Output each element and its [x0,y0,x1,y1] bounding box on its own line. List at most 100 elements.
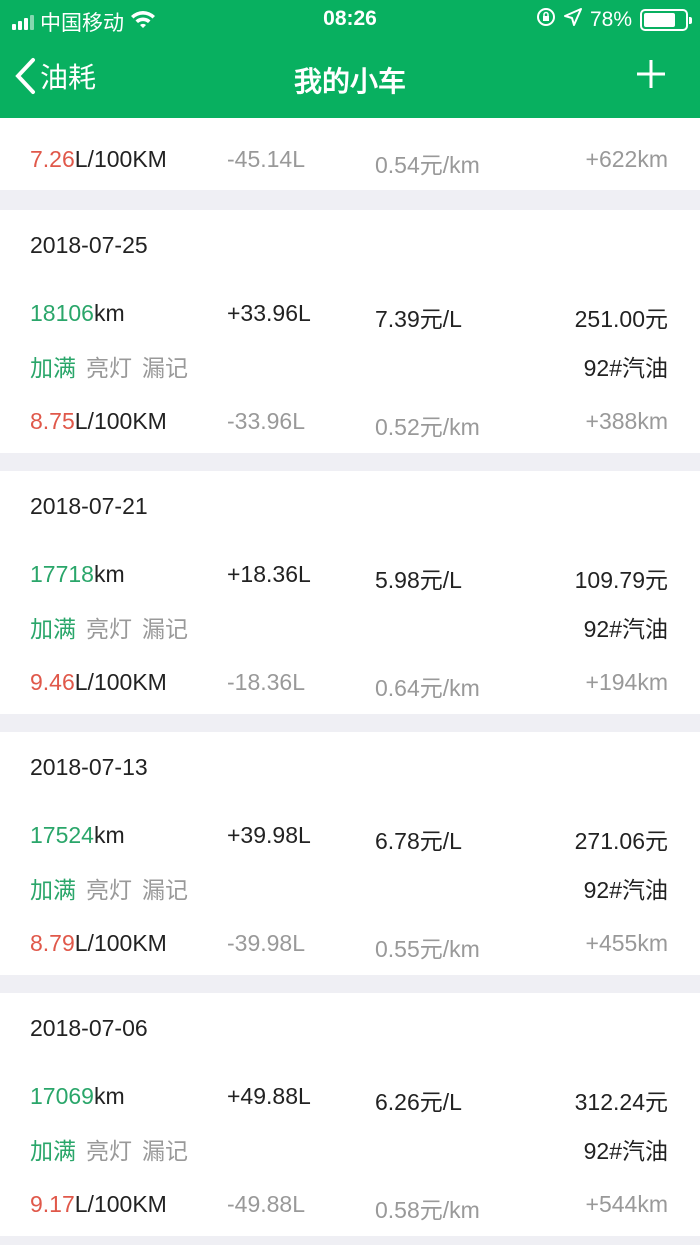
fuel-used: -49.88L [227,1191,306,1217]
fill-row: 17069km +49.88L 6.26元/L 312.24元 [0,1083,700,1115]
cost-per-km: 0.55元/km [375,936,480,962]
battery-percent: 78% [589,8,632,31]
price-per-liter: 6.26元/L [375,1089,462,1115]
add-button[interactable] [636,54,666,99]
distance: +194km [585,669,668,695]
fuel-added: +33.96L [227,300,311,326]
tags-row: 加满 亮灯 漏记 92#汽油 [0,349,700,381]
record-summary-row: 8.79L/100KM -39.98L 0.55元/km +455km [0,930,700,962]
tags: 加满 亮灯 漏记 [30,610,198,644]
carrier: 中国移动 [40,12,124,35]
odometer-unit: km [93,822,125,848]
back-label: 油耗 [40,62,97,93]
tag: 亮灯 [86,355,132,381]
status-bar: 中国移动 08:26 78% [0,0,700,40]
header: 中国移动 08:26 78% 油耗 我的小车 [0,0,700,118]
location-icon [563,8,582,32]
consumption: 8.79L/100KM [30,930,167,957]
page-title: 我的小车 [293,66,406,97]
tags: 加满 亮灯 漏记 [30,1132,198,1166]
tags-row: 加满 亮灯 漏记 92#汽油 [0,610,700,642]
distance: +388km [585,408,668,434]
date-row: 2018-07-21 [0,493,700,523]
record-summary-row: 8.75L/100KM -33.96L 0.52元/km +388km [0,408,700,440]
fuel-type: 92#汽油 [583,355,668,381]
total-cost: 271.06元 [574,828,668,854]
tag: 漏记 [142,355,188,381]
fuel-used: -45.14L [227,146,306,172]
odometer: 18106km [30,300,125,327]
cost-per-km: 0.54元/km [375,152,480,178]
consumption-unit: L/100KM [74,930,167,956]
tag: 加满 [30,355,76,381]
total-cost: 312.24元 [574,1089,668,1115]
fuel-type: 92#汽油 [583,1138,668,1164]
clock: 08:26 [323,7,377,30]
wifi-icon [130,9,156,35]
record-date: 2018-07-13 [30,754,148,780]
odometer: 17718km [30,561,125,588]
distance: +622km [585,146,668,172]
cost-per-km: 0.64元/km [375,675,480,701]
fuel-added: +18.36L [227,561,311,587]
odometer-value: 17524 [30,822,94,848]
odometer-value: 18106 [30,300,94,326]
fuel-used: -39.98L [227,930,306,956]
tag: 亮灯 [86,1138,132,1164]
odometer-value: 17718 [30,561,94,587]
total-cost: 251.00元 [574,306,668,332]
back-button[interactable]: 油耗 [14,56,96,96]
plus-icon [637,60,665,88]
record-card[interactable]: 2018-07-06 17069km +49.88L 6.26元/L 312.2… [0,993,700,1236]
cost-per-km: 0.52元/km [375,414,480,440]
record-summary-row: 7.26L/100KM -45.14L 0.54元/km +622km [0,146,700,178]
record-summary-row: 9.17L/100KM -49.88L 0.58元/km +544km [0,1191,700,1223]
cost-per-km: 0.58元/km [375,1197,480,1223]
odometer-unit: km [93,300,125,326]
tags-row: 加满 亮灯 漏记 92#汽油 [0,1132,700,1164]
record-summary-row: 9.46L/100KM -18.36L 0.64元/km +194km [0,669,700,701]
odometer-value: 17069 [30,1083,94,1109]
consumption-value: 9.17 [30,1191,75,1217]
fuel-type: 92#汽油 [583,877,668,903]
consumption: 7.26L/100KM [30,146,167,173]
record-card[interactable]: 2018-07-25 18106km +33.96L 7.39元/L 251.0… [0,210,700,453]
fill-row: 17524km +39.98L 6.78元/L 271.06元 [0,822,700,854]
total-cost: 109.79元 [574,567,668,593]
fuel-added: +39.98L [227,822,311,848]
odometer-unit: km [93,561,125,587]
fill-row: 18106km +33.96L 7.39元/L 251.00元 [0,300,700,332]
record-date: 2018-07-25 [30,232,148,258]
record-card-partial[interactable]: 7.26L/100KM -45.14L 0.54元/km +622km [0,118,700,190]
price-per-liter: 6.78元/L [375,828,462,854]
rotation-lock-icon [536,7,556,33]
price-per-liter: 5.98元/L [375,567,462,593]
odometer-unit: km [93,1083,125,1109]
consumption-value: 9.46 [30,669,75,695]
tag: 加满 [30,616,76,642]
fuel-type: 92#汽油 [583,616,668,642]
distance: +544km [585,1191,668,1217]
tag: 漏记 [142,1138,188,1164]
tag: 加满 [30,877,76,903]
consumption: 8.75L/100KM [30,408,167,435]
tag: 亮灯 [86,877,132,903]
consumption-value: 8.75 [30,408,75,434]
tag: 亮灯 [86,616,132,642]
consumption: 9.17L/100KM [30,1191,167,1218]
chevron-left-icon [15,58,35,94]
tags: 加满 亮灯 漏记 [30,871,198,905]
record-card[interactable]: 2018-07-13 17524km +39.98L 6.78元/L 271.0… [0,732,700,975]
fuel-added: +49.88L [227,1083,311,1109]
nav-bar: 油耗 我的小车 [0,40,700,118]
fill-row: 17718km +18.36L 5.98元/L 109.79元 [0,561,700,593]
tag: 加满 [30,1138,76,1164]
record-card[interactable]: 2018-07-21 17718km +18.36L 5.98元/L 109.7… [0,471,700,714]
odometer: 17524km [30,822,125,849]
distance: +455km [585,930,668,956]
fuel-used: -18.36L [227,669,306,695]
date-row: 2018-07-25 [0,232,700,262]
consumption: 9.46L/100KM [30,669,167,696]
consumption-unit: L/100KM [74,1191,167,1217]
record-date: 2018-07-21 [30,493,148,519]
